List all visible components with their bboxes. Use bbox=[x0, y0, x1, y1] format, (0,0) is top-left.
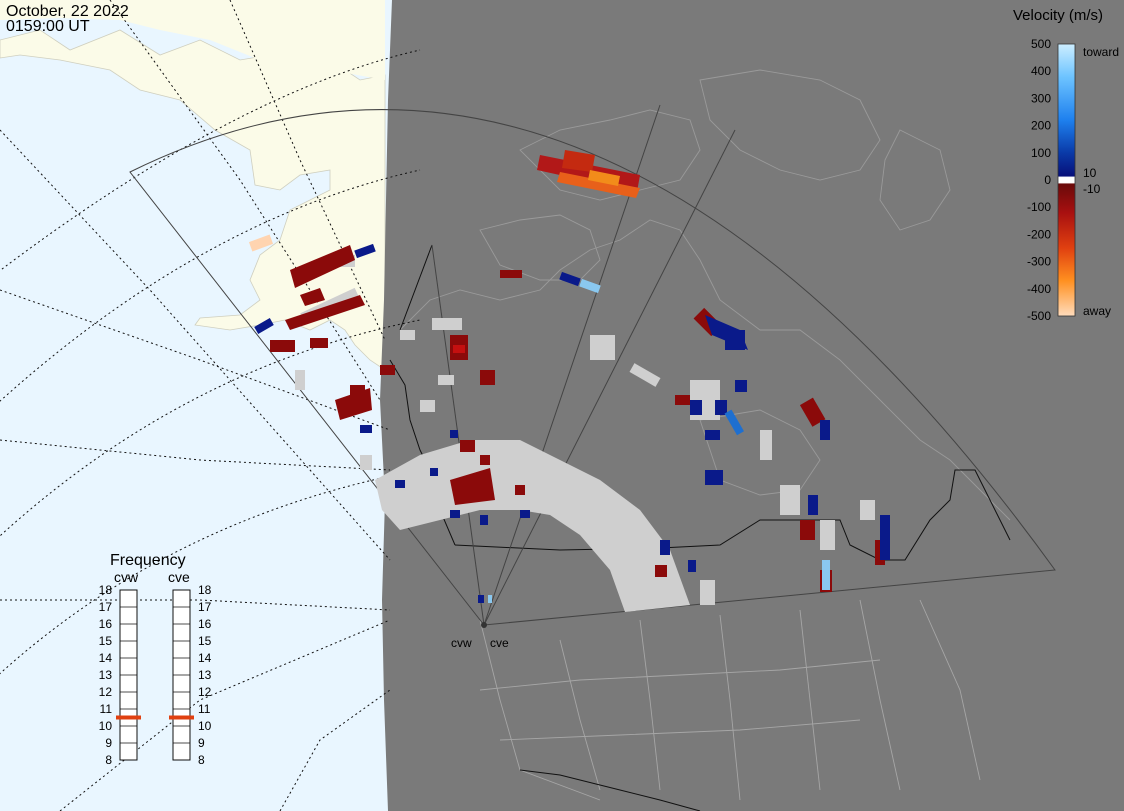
velocity-tick-label: -400 bbox=[1027, 282, 1051, 296]
frequency-tick-label-left: 15 bbox=[99, 634, 113, 648]
velocity-tick-label: -200 bbox=[1027, 227, 1051, 241]
radar-sites: cvw cve bbox=[451, 622, 509, 650]
velocity-tick-label: -300 bbox=[1027, 255, 1051, 269]
frequency-tick-label-left: 16 bbox=[99, 617, 113, 631]
frequency-tick-label-right: 13 bbox=[198, 668, 212, 682]
legend-mid-top: 10 bbox=[1083, 166, 1097, 180]
legend-away: away bbox=[1083, 304, 1111, 318]
frequency-tick-label-right: 14 bbox=[198, 651, 212, 665]
frequency-tick-label-right: 18 bbox=[198, 583, 212, 597]
velocity-tick-label: 200 bbox=[1031, 119, 1051, 133]
frequency-tick-label-right: 8 bbox=[198, 753, 205, 767]
legend-mid-bottom: -10 bbox=[1083, 182, 1101, 196]
legend-toward: toward bbox=[1083, 45, 1119, 59]
velocity-tick-label: 500 bbox=[1031, 37, 1051, 51]
frequency-panel: Frequency cvw cve 18 18 17 17 16 16 15 15 14 14 13… bbox=[99, 552, 212, 767]
velocity-colorbar bbox=[1057, 43, 1076, 317]
date-label: October, 22 2022 bbox=[6, 3, 129, 20]
velocity-tick-label: 300 bbox=[1031, 91, 1051, 105]
frequency-label-cvw: cvw bbox=[114, 569, 139, 585]
frequency-tick-label-right: 15 bbox=[198, 634, 212, 648]
frequency-tick-label-right: 10 bbox=[198, 719, 212, 733]
frequency-tick-label-right: 16 bbox=[198, 617, 212, 631]
velocity-legend-title: Velocity (m/s) bbox=[1013, 7, 1103, 24]
frequency-ticks: 18 18 17 17 16 16 15 15 14 14 13 13 12 12 11 11 10 10 9 9 8 8 bbox=[99, 583, 212, 767]
frequency-tick-label-left: 18 bbox=[99, 583, 113, 597]
toward-velocity-cells bbox=[254, 243, 890, 603]
velocity-tick-label: 400 bbox=[1031, 64, 1051, 78]
alaska-land-north bbox=[0, 0, 385, 80]
velocity-tick-labels: 500 400 300 200 100 0 -100 -200 -300 -400 -500 bbox=[1027, 37, 1051, 323]
frequency-tick-label-left: 17 bbox=[99, 600, 113, 614]
frequency-marker-cve bbox=[169, 715, 194, 720]
velocity-tick-label: -100 bbox=[1027, 200, 1051, 214]
frequency-tick-label-right: 12 bbox=[198, 685, 212, 699]
coordinate-grid bbox=[0, 0, 421, 811]
frequency-tick-label-left: 8 bbox=[105, 753, 112, 767]
frequency-tick-label-left: 9 bbox=[105, 736, 112, 750]
frequency-tick-label-right: 9 bbox=[198, 736, 205, 750]
frequency-tick-label-left: 12 bbox=[99, 685, 113, 699]
state-borders bbox=[479, 599, 981, 801]
frequency-tick-label-left: 13 bbox=[99, 668, 113, 682]
velocity-tick-label: -500 bbox=[1027, 309, 1051, 323]
frequency-title: Frequency bbox=[110, 552, 186, 569]
time-label: 0159:00 UT bbox=[6, 18, 90, 35]
frequency-tick-label-left: 14 bbox=[99, 651, 113, 665]
frequency-tick-label-right: 17 bbox=[198, 600, 212, 614]
frequency-tick-label-right: 11 bbox=[198, 702, 211, 716]
frequency-tick-label-left: 10 bbox=[99, 719, 113, 733]
frequency-tick-label-left: 11 bbox=[100, 702, 113, 716]
velocity-tick-label: 100 bbox=[1031, 146, 1051, 160]
radar-site-marker bbox=[481, 622, 487, 628]
radar-label-cve: cve bbox=[490, 636, 509, 650]
radar-label-cvw: cvw bbox=[451, 636, 472, 650]
velocity-legend: Velocity (m/s) 500 400 300 200 100 0 -100 -200 -… bbox=[1013, 7, 1119, 323]
frequency-label-cve: cve bbox=[168, 569, 190, 585]
velocity-tick-label: 0 bbox=[1044, 173, 1051, 187]
night-region bbox=[380, 0, 1124, 811]
frequency-marker-cvw bbox=[116, 715, 141, 720]
